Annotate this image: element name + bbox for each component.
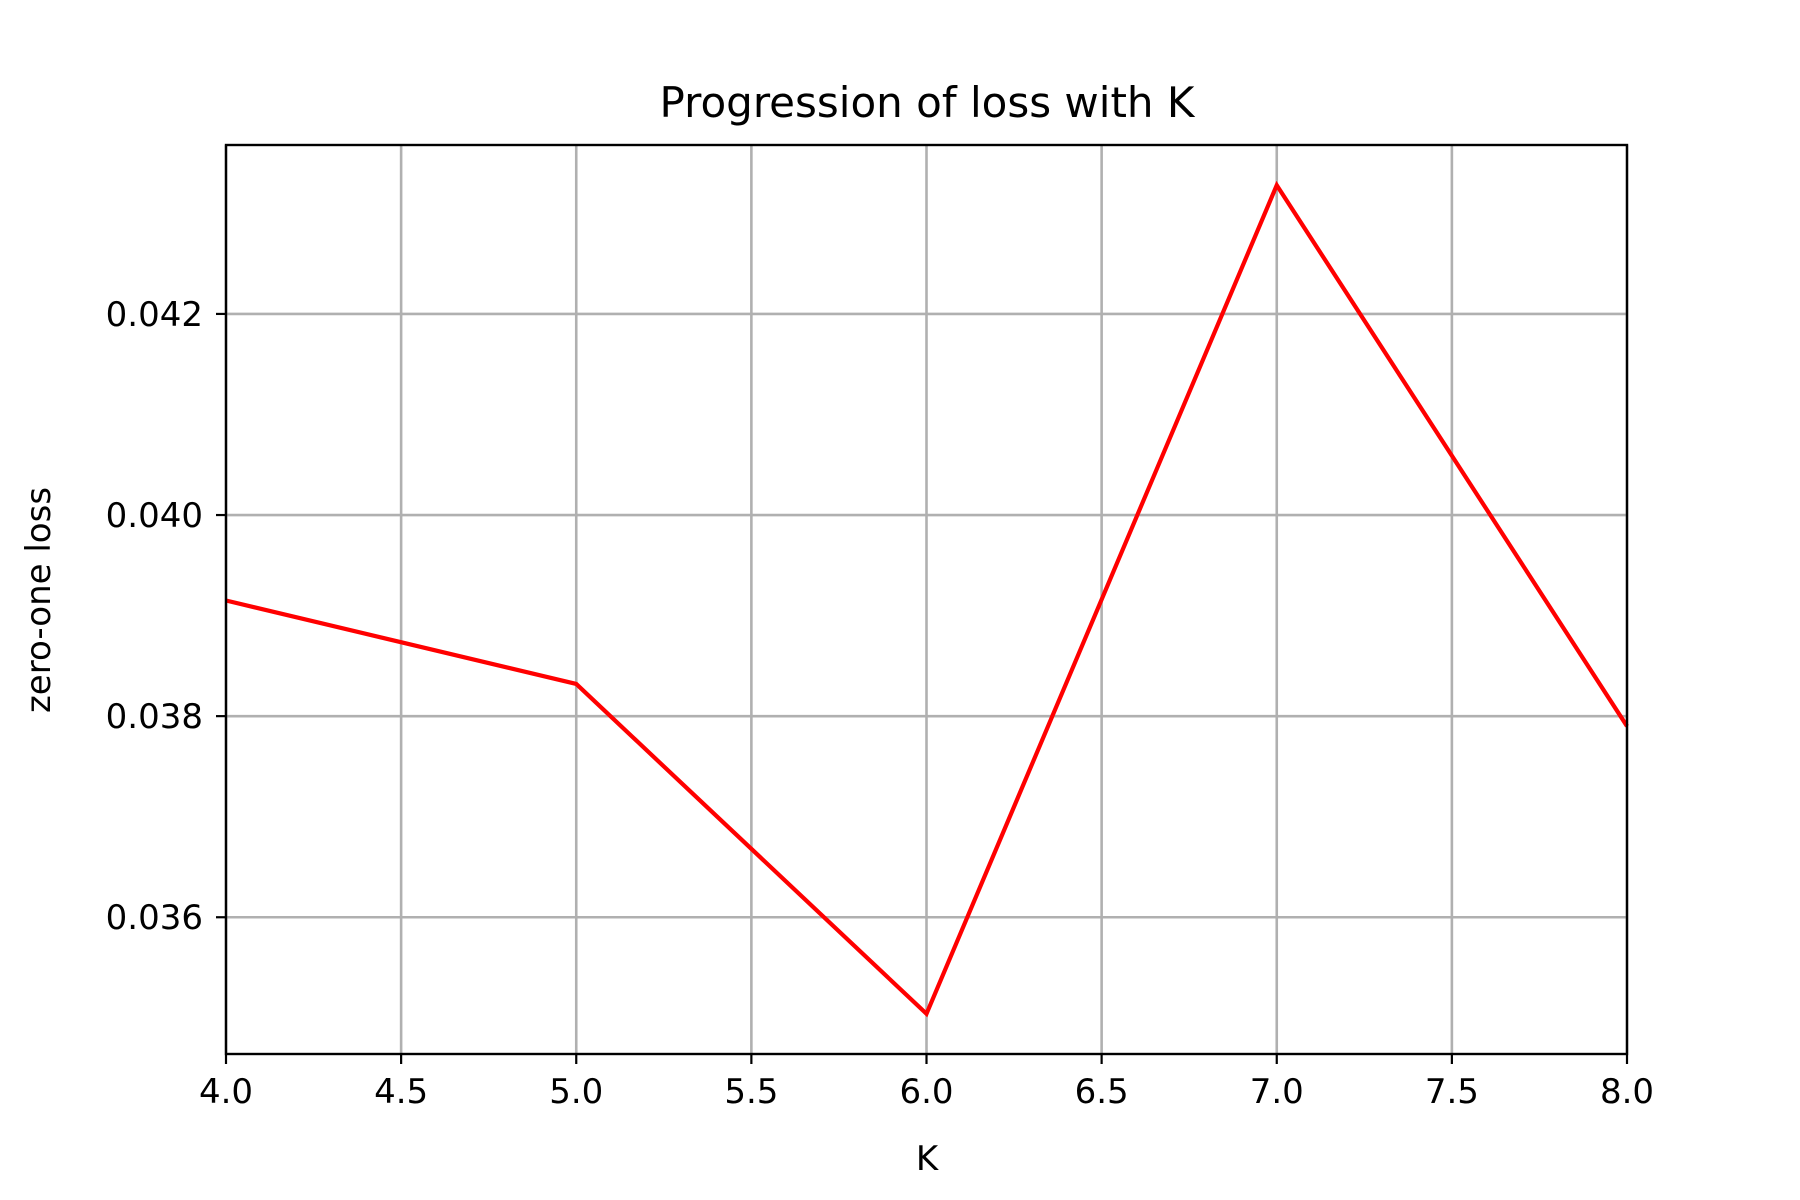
series-layer	[225, 180, 1629, 1018]
x-tick-label: 8.0	[1600, 1072, 1654, 1112]
x-tick-label: 7.5	[1425, 1072, 1479, 1112]
x-axis-ticks: 4.0 4.5 5.0 5.5 6.0 6.5 7.0 7.5 8.0	[199, 1054, 1654, 1112]
grid	[224, 145, 1629, 1054]
loss-series-line	[225, 180, 1629, 1018]
x-tick-label: 4.0	[199, 1072, 253, 1112]
x-tick-label: 5.0	[549, 1072, 603, 1112]
x-axis-label: K	[916, 1139, 940, 1179]
y-tick-label: 0.036	[106, 898, 203, 938]
x-tick-label: 6.0	[899, 1072, 953, 1112]
y-axis-ticks: 0.036 0.038 0.040 0.042	[106, 295, 226, 938]
x-tick-label: 6.5	[1075, 1072, 1129, 1112]
x-tick-label: 4.5	[374, 1072, 428, 1112]
y-axis-label: zero-one loss	[19, 487, 59, 713]
y-tick-label: 0.038	[106, 697, 203, 737]
y-tick-label: 0.040	[106, 496, 203, 536]
chart-title: Progression of loss with K	[660, 78, 1196, 127]
y-tick-label: 0.042	[106, 295, 203, 335]
x-tick-label: 5.5	[724, 1072, 778, 1112]
x-tick-label: 7.0	[1250, 1072, 1304, 1112]
